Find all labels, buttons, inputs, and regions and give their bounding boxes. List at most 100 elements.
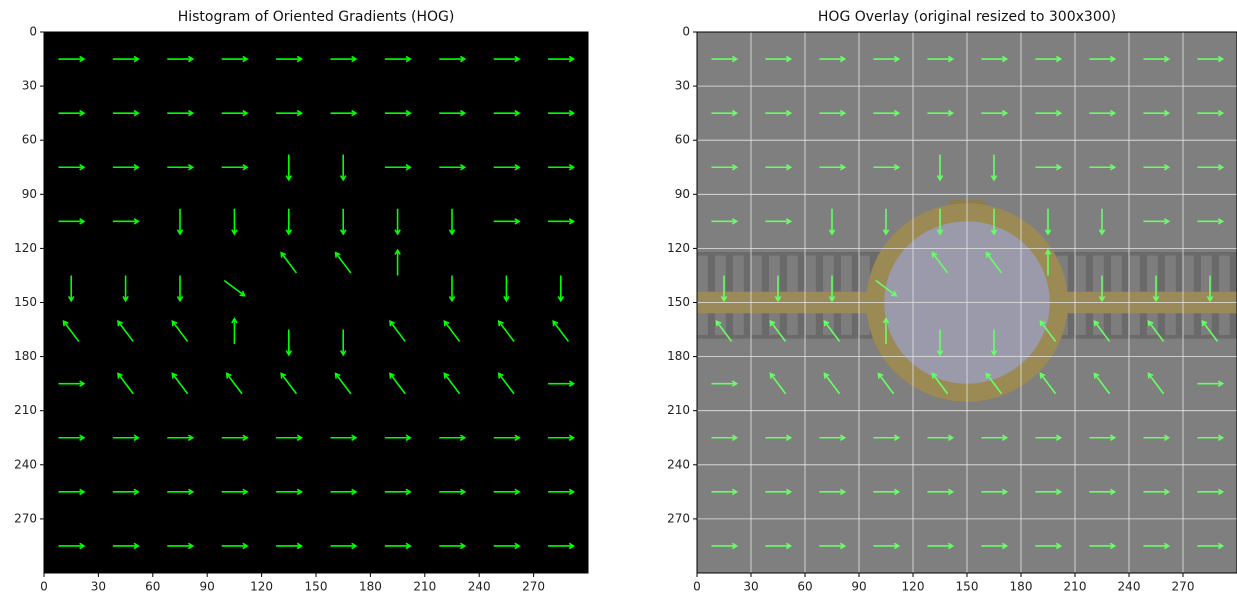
hog-arrow <box>711 109 739 117</box>
y-tick-label: 30 <box>675 79 690 93</box>
hog-arrow <box>1093 372 1111 395</box>
hog-arrow <box>927 55 955 63</box>
hog-arrow <box>285 208 293 236</box>
hog-arrow <box>548 218 576 225</box>
hog-arrow <box>823 320 841 342</box>
axes-frame <box>43 31 589 574</box>
y-tick-label: 270 <box>14 511 37 525</box>
x-tick-label: 180 <box>1010 580 1033 594</box>
hog-arrow <box>384 488 412 496</box>
hog-arrow <box>58 218 86 225</box>
hog-arrow <box>122 275 129 303</box>
hog-arrow <box>389 320 406 342</box>
y-tick-label: 150 <box>667 295 690 309</box>
hog-arrow <box>1089 55 1117 63</box>
x-tick-label: 30 <box>743 580 758 594</box>
hog-arrow <box>223 279 246 297</box>
y-tick-label: 120 <box>667 241 690 255</box>
hog-arrow <box>339 208 347 236</box>
y-tick-label: 210 <box>14 403 37 417</box>
hog-arrow <box>1044 208 1052 236</box>
y-tick-label: 210 <box>667 403 690 417</box>
hog-arrow <box>981 109 1009 117</box>
y-tick-label: 180 <box>667 349 690 363</box>
hog-arrow <box>711 55 739 63</box>
x-tick-label: 0 <box>693 580 701 594</box>
hog-arrow <box>112 218 140 225</box>
hog-arrow <box>493 434 521 442</box>
hog-arrow <box>448 208 456 236</box>
hog-arrow <box>1197 434 1225 442</box>
hog-arrow <box>819 109 847 117</box>
hog-arrow <box>548 163 576 171</box>
x-tick-label: 240 <box>1118 580 1141 594</box>
hog-arrow <box>548 380 576 387</box>
y-tick-label: 60 <box>22 133 37 147</box>
hog-arrow <box>67 275 75 303</box>
hog-arrow <box>1143 163 1171 171</box>
hog-arrow <box>330 488 358 496</box>
hog-arrow <box>439 542 467 550</box>
hog-arrow <box>819 542 847 550</box>
hog-arrow <box>1089 434 1117 442</box>
hog-arrow <box>1147 320 1165 342</box>
hog-arrow <box>225 372 243 395</box>
hog-arrow <box>765 488 793 496</box>
hog-arrow <box>1098 275 1106 303</box>
hog-arrow <box>493 218 521 225</box>
hog-arrow <box>936 208 944 236</box>
hog-arrow <box>1143 542 1171 550</box>
hog-arrow <box>1035 542 1063 550</box>
hog-arrow <box>765 55 793 63</box>
hog-arrow <box>931 251 949 274</box>
hog-arrow <box>1147 372 1165 395</box>
hog-arrow <box>58 434 86 442</box>
y-tick-label: 150 <box>14 295 37 309</box>
hog-arrow <box>1098 208 1106 236</box>
y-tick-label: 0 <box>682 25 690 39</box>
hog-arrow <box>711 434 739 442</box>
hog-arrow <box>112 488 140 496</box>
hog-arrow <box>384 109 412 117</box>
hog-arrow <box>1197 542 1225 550</box>
x-tick-label: 180 <box>359 580 382 594</box>
hog-arrow <box>828 208 836 236</box>
hog-arrow <box>276 488 304 496</box>
hog-arrow <box>1039 320 1057 342</box>
hog-arrow <box>280 372 298 395</box>
hog-arrow <box>875 279 898 297</box>
axes-frame <box>696 31 1237 574</box>
hog-arrow <box>990 329 998 357</box>
hog-arrow <box>711 488 739 496</box>
hog-arrow <box>1035 488 1063 496</box>
hog-arrow <box>384 55 412 63</box>
hog-arrow <box>221 434 249 442</box>
hog-arrow <box>285 154 293 182</box>
hog-arrow <box>711 163 739 171</box>
hog-arrow <box>176 208 184 236</box>
hog-arrow <box>167 488 195 496</box>
hog-arrow <box>548 434 576 442</box>
hog-arrow <box>171 372 189 395</box>
hog-arrow <box>117 372 134 395</box>
hog-arrow <box>439 55 467 63</box>
hog-arrow <box>765 542 793 550</box>
hog-arrow <box>873 163 901 171</box>
x-tick-label: 0 <box>40 580 48 594</box>
y-tick-label: 240 <box>14 457 37 471</box>
hog-arrow <box>769 372 787 395</box>
hog-arrow <box>112 109 140 117</box>
hog-arrow <box>557 275 565 303</box>
hog-arrow <box>873 55 901 63</box>
hog-arrow <box>936 154 944 182</box>
hog-arrow <box>819 163 847 171</box>
hog-arrow <box>339 154 347 182</box>
hog-arrow <box>58 109 86 117</box>
hog-arrow <box>384 542 412 550</box>
hog-arrow <box>493 488 521 496</box>
hog-arrow <box>58 55 86 63</box>
hog-arrow <box>877 372 895 395</box>
y-tick-label: 270 <box>667 511 690 525</box>
hog-arrow <box>765 109 793 117</box>
